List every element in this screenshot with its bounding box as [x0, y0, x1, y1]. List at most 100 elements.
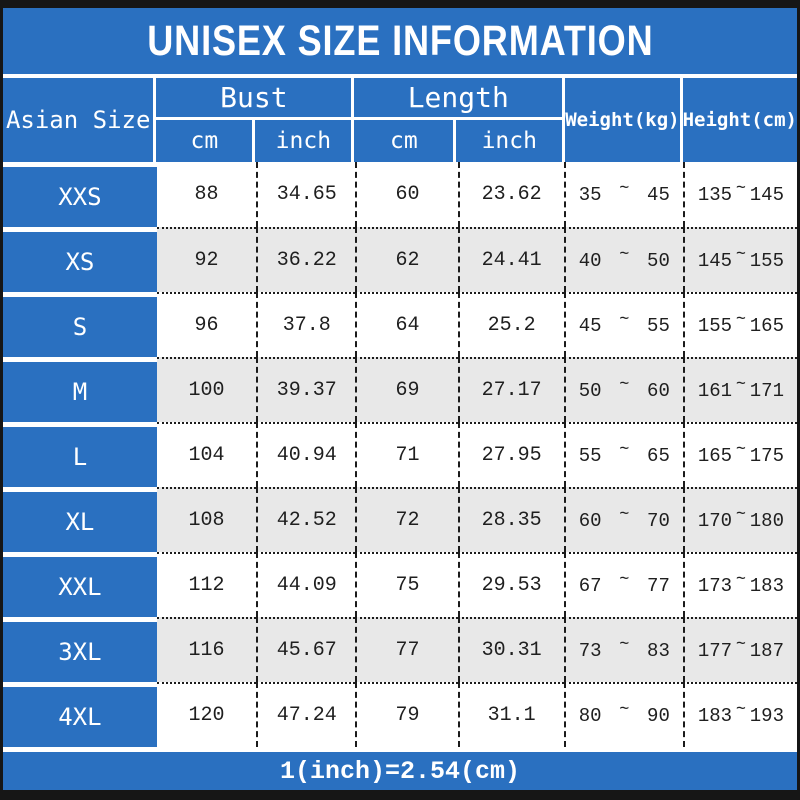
cell-weight-range: 60 ~ 70	[563, 487, 683, 552]
cell-length-cm: 62	[355, 227, 458, 292]
cell-length-cm: 64	[355, 292, 458, 357]
height-min: 161	[697, 379, 733, 402]
cell-weight-range: 35 ~ 45	[563, 162, 683, 227]
footer-band: 1(inch)=2.54(cm)	[3, 752, 797, 790]
table-row: XXL 112 44.09 75 29.53 67 ~ 77 173 ~ 183	[3, 552, 797, 617]
weight-min: 73	[578, 639, 602, 662]
table-row: M 100 39.37 69 27.17 50 ~ 60 161 ~ 171	[3, 357, 797, 422]
height-max: 165	[749, 314, 784, 337]
weight-min: 40	[578, 249, 602, 272]
cell-weight-range: 73 ~ 83	[563, 617, 683, 682]
height-range-separator: ~	[736, 633, 746, 652]
height-range-separator: ~	[736, 698, 746, 717]
height-range-separator: ~	[736, 568, 746, 587]
cell-bust-cm: 116	[156, 617, 257, 682]
cell-length-cm: 60	[355, 162, 457, 227]
height-max: 180	[749, 509, 784, 532]
cell-bust-inch: 44.09	[256, 552, 356, 617]
title-band: UNISEX SIZE INFORMATION	[3, 8, 797, 74]
cell-size-label: S	[3, 292, 157, 357]
table-row: 4XL 120 47.24 79 31.1 80 ~ 90 183 ~ 193	[3, 682, 797, 747]
height-min: 135	[697, 183, 733, 206]
cell-height-range: 135 ~ 145	[682, 162, 797, 227]
weight-range-separator: ~	[619, 438, 630, 457]
weight-max: 45	[647, 183, 670, 206]
weight-max: 60	[647, 379, 670, 402]
cell-weight-range: 50 ~ 60	[563, 357, 683, 422]
weight-range-separator: ~	[619, 698, 630, 717]
cell-length-inch: 29.53	[457, 552, 564, 617]
cell-size-label: 4XL	[3, 682, 157, 747]
cell-length-inch: 23.62	[457, 162, 564, 227]
header-asian-size: Asian Size	[3, 78, 157, 162]
cell-size-label: 3XL	[3, 617, 157, 682]
weight-max: 83	[647, 639, 670, 662]
cell-length-inch: 24.41	[457, 227, 564, 292]
cell-length-inch: 31.1	[457, 682, 564, 747]
weight-min: 67	[578, 574, 602, 597]
cell-bust-cm: 104	[156, 422, 257, 487]
weight-max: 90	[647, 704, 670, 727]
cell-size-label: XXL	[3, 552, 157, 617]
height-range-separator: ~	[736, 438, 746, 457]
cell-size-label: L	[3, 422, 157, 487]
height-max: 193	[749, 704, 784, 727]
cell-size-label: XS	[3, 227, 157, 292]
height-max: 145	[749, 183, 784, 206]
cell-length-cm: 71	[355, 422, 458, 487]
cell-size-label: XL	[3, 487, 157, 552]
weight-max: 70	[647, 509, 670, 532]
height-min: 173	[697, 574, 733, 597]
cell-bust-inch: 47.24	[256, 682, 356, 747]
header-length-cm: cm	[354, 120, 457, 162]
height-min: 145	[697, 249, 733, 272]
cell-weight-range: 40 ~ 50	[563, 227, 683, 292]
cell-height-range: 173 ~ 183	[682, 552, 797, 617]
weight-min: 45	[578, 314, 602, 337]
weight-max: 50	[647, 249, 670, 272]
weight-range-separator: ~	[619, 633, 630, 652]
cell-length-inch: 30.31	[457, 617, 564, 682]
cell-height-range: 170 ~ 180	[682, 487, 797, 552]
cell-length-inch: 25.2	[457, 292, 564, 357]
table-header: Asian Size Bust Length Weight(kg) Height…	[3, 74, 797, 162]
cell-bust-inch: 42.52	[256, 487, 356, 552]
weight-range-separator: ~	[619, 243, 630, 262]
height-max: 183	[749, 574, 784, 597]
weight-max: 65	[647, 444, 670, 467]
weight-max: 55	[647, 314, 670, 337]
cell-weight-range: 45 ~ 55	[563, 292, 683, 357]
cell-length-inch: 27.17	[457, 357, 564, 422]
weight-range-separator: ~	[619, 373, 630, 392]
cell-bust-inch: 45.67	[256, 617, 356, 682]
weight-range-separator: ~	[619, 177, 630, 196]
table-row: 3XL 116 45.67 77 30.31 73 ~ 83 177 ~ 187	[3, 617, 797, 682]
cell-bust-cm: 100	[156, 357, 257, 422]
top-bar	[3, 0, 797, 8]
header-bust-cm: cm	[156, 120, 256, 162]
cell-weight-range: 80 ~ 90	[563, 682, 683, 747]
cell-bust-cm: 120	[156, 682, 257, 747]
table-footer-gap	[3, 747, 797, 752]
cell-size-label: M	[3, 357, 157, 422]
height-min: 155	[697, 314, 733, 337]
conversion-note: 1(inch)=2.54(cm)	[279, 756, 521, 786]
header-height: Height(cm)	[682, 109, 797, 131]
header-weight: Weight(kg)	[562, 78, 683, 162]
cell-bust-cm: 92	[156, 227, 257, 292]
table-body: XXS 88 34.65 60 23.62 35 ~ 45 135 ~ 145 …	[3, 162, 797, 747]
cell-size-label: XXS	[3, 162, 157, 227]
cell-height-range: 145 ~ 155	[682, 227, 797, 292]
cell-bust-inch: 36.22	[256, 227, 356, 292]
height-range-separator: ~	[736, 503, 746, 522]
table-row: XXS 88 34.65 60 23.62 35 ~ 45 135 ~ 145	[3, 162, 797, 227]
cell-height-range: 183 ~ 193	[682, 682, 797, 747]
weight-min: 35	[578, 183, 602, 206]
cell-length-cm: 79	[355, 682, 458, 747]
bottom-bar	[3, 790, 797, 800]
cell-height-range: 155 ~ 165	[682, 292, 797, 357]
table-row: XS 92 36.22 62 24.41 40 ~ 50 145 ~ 155	[3, 227, 797, 292]
header-bust-inch: inch	[255, 120, 355, 162]
cell-bust-cm: 108	[156, 487, 257, 552]
cell-length-cm: 69	[355, 357, 458, 422]
